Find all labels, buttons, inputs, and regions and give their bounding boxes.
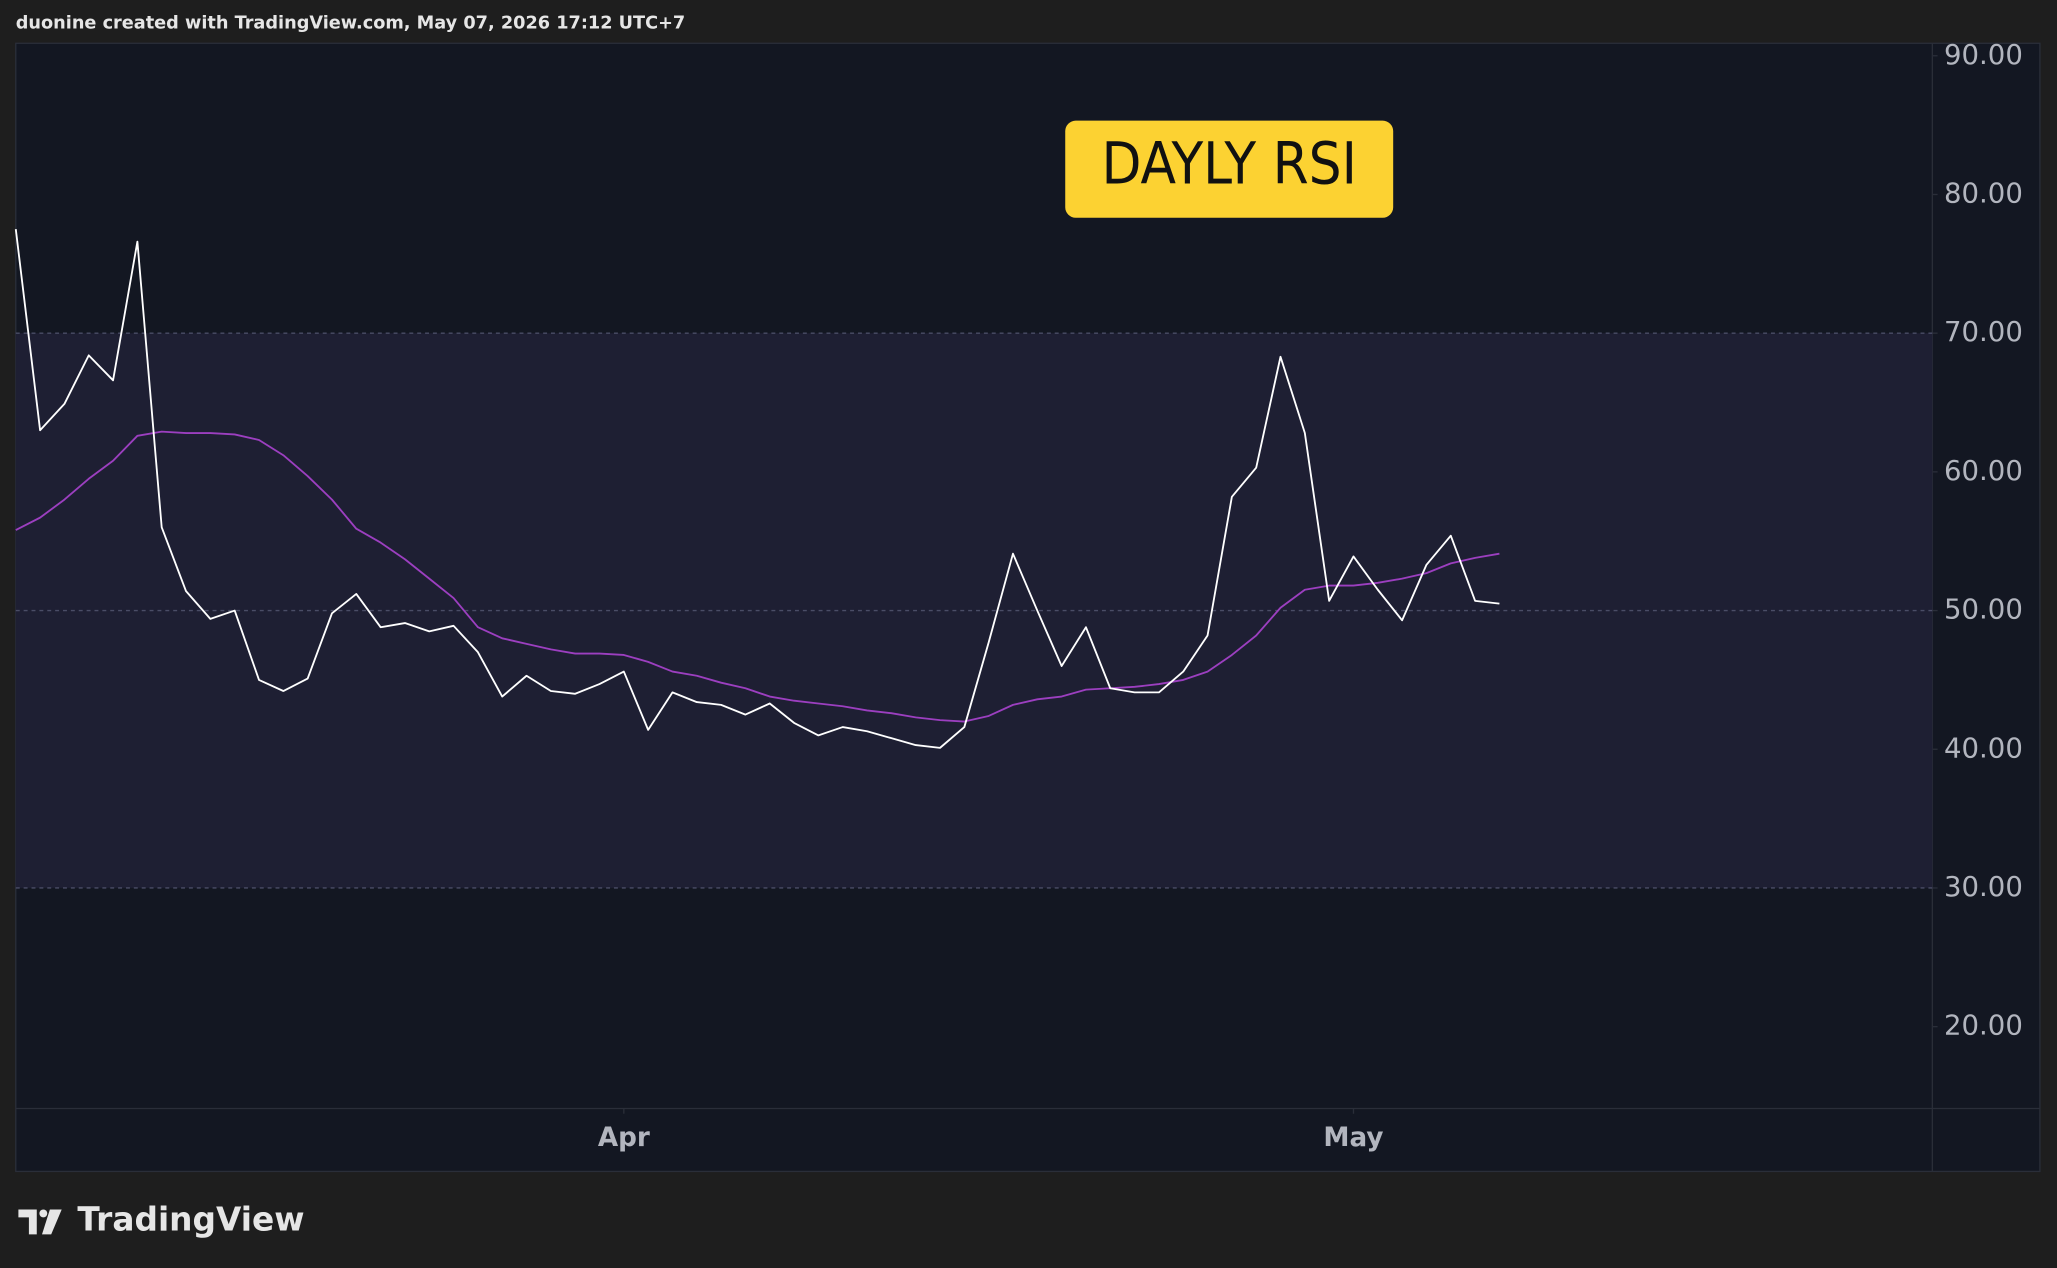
x-tick-label: Apr <box>598 1123 650 1153</box>
y-tick-label: 90.00 <box>1944 39 2023 71</box>
header-text: duonine created with TradingView.com, Ma… <box>16 14 685 34</box>
y-tick-label: 20.00 <box>1944 1010 2023 1042</box>
y-tick-label: 30.00 <box>1944 871 2023 903</box>
brand-logo: TradingView <box>18 1200 305 1238</box>
y-tick-label: 80.00 <box>1944 177 2023 209</box>
logo-mark <box>18 1209 37 1235</box>
rsi-line <box>15 430 1500 723</box>
y-tick-label: 40.00 <box>1944 732 2023 764</box>
brand-name: TradingView <box>77 1200 304 1238</box>
annotation: DAYLY RSI <box>1101 130 1356 198</box>
y-tick-label: 60.00 <box>1944 455 2023 487</box>
plot: 20.00 30.00 40.00 50.00 60.00 70.00 80.00 90.00… <box>14 39 2023 1153</box>
x-tick-label: May <box>1323 1123 1383 1153</box>
annotation-box <box>1065 120 1394 218</box>
logo-dot <box>39 1209 48 1218</box>
y-tick-label: 70.00 <box>1944 316 2023 348</box>
rsi-band <box>15 333 1933 888</box>
y-tick-label: 50.00 <box>1944 594 2023 626</box>
logo-mark <box>42 1209 62 1235</box>
rsi-line <box>14 229 1500 749</box>
